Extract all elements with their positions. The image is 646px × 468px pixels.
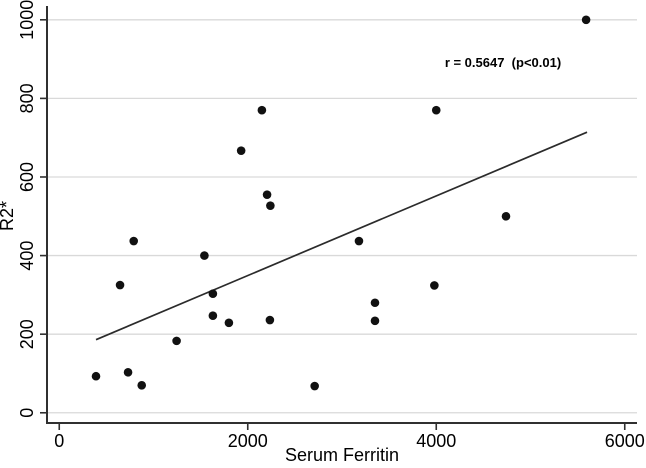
data-point [310, 381, 319, 391]
x-axis-title: Serum Ferritin [285, 445, 399, 465]
data-point [172, 336, 181, 346]
data-point [129, 236, 139, 246]
data-point [257, 105, 267, 115]
y-axis-title: R2* [0, 201, 17, 231]
y-tick-label: 0 [17, 408, 37, 418]
data-point [354, 236, 364, 246]
y-tick-label: 600 [17, 162, 37, 192]
data-point [265, 315, 275, 325]
data-point [581, 15, 591, 25]
correlation-annotation: r = 0.5647 (p<0.01) [445, 55, 561, 70]
data-point [137, 380, 147, 390]
x-tick-label: 2000 [228, 431, 268, 451]
y-tick-label: 400 [17, 241, 37, 271]
data-point [91, 371, 101, 381]
data-point [370, 298, 380, 308]
data-point [123, 368, 133, 377]
data-point [501, 211, 511, 221]
x-tick-label: 0 [54, 431, 64, 451]
y-tick-label: 1000 [17, 0, 37, 40]
data-point [115, 280, 125, 290]
plot-layers: 0 200 400 600 800 1000 0 2000 4000 6000 [17, 0, 645, 451]
x-tick-label: 4000 [416, 431, 456, 451]
fit-line [95, 131, 588, 341]
data-point [236, 146, 246, 155]
data-point [208, 311, 218, 321]
data-point [262, 190, 272, 199]
data-point [370, 316, 380, 326]
x-tick-label: 6000 [605, 431, 645, 451]
y-tick-label: 200 [17, 319, 37, 349]
data-point [224, 318, 234, 328]
data-point [208, 289, 218, 299]
y-tick-label: 800 [17, 83, 37, 113]
data-point [431, 105, 441, 115]
data-point [266, 201, 275, 210]
data-point [200, 251, 209, 260]
data-point [430, 281, 439, 290]
